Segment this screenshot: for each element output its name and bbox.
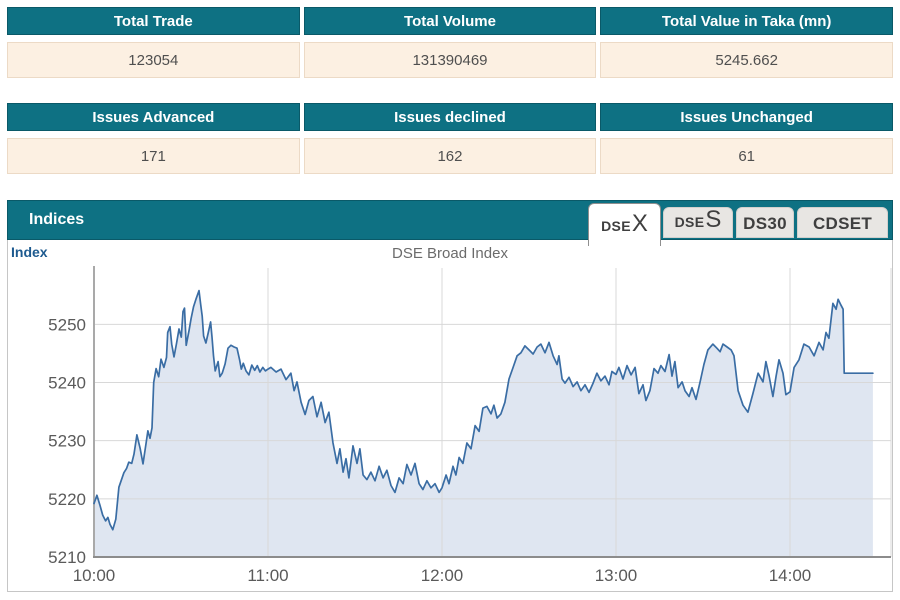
svg-text:13:00: 13:00 [595,566,638,585]
column-header: Issues declined [303,103,597,131]
indices-panel: Indices DSE X DSE S DS30 CDSET Index [7,200,893,592]
tab-ds30[interactable]: DS30 [736,207,794,238]
column-header: Issues Advanced [7,103,300,131]
svg-text:10:00: 10:00 [73,566,116,585]
chart-panel-body: Index DSE Broad Index 5210 5220 5230 5240 52… [7,240,893,592]
tab-dsex-label: DSE [601,218,631,234]
total-trade-value: 123054 [7,42,300,78]
column-header: Issues Unchanged [600,103,893,131]
column-header: Total Value in Taka (mn) [600,7,893,35]
tab-cdset-label: CDSET [812,214,873,233]
svg-text:5250: 5250 [48,315,86,334]
tab-dsex[interactable]: DSE X [588,203,661,246]
tab-cdset[interactable]: CDSET [797,207,888,238]
chart-title: DSE Broad Index [392,245,508,262]
total-volume-value: 131390469 [303,42,597,78]
issues-advanced-value: 171 [7,138,300,174]
dse-broad-index-chart: 5210 5220 5230 5240 5250 10:00 11:00 12:00 13:00… [48,266,892,585]
issues-unchanged-value: 61 [600,138,893,174]
svg-text:5220: 5220 [48,490,86,509]
column-header: Total Volume [303,7,597,35]
svg-text:5210: 5210 [48,548,86,567]
svg-text:11:00: 11:00 [247,566,288,585]
svg-text:14:00: 14:00 [769,566,812,585]
total-value-taka: 5245.662 [600,42,893,78]
tab-ds30-label: DS30 [743,214,787,233]
svg-text:5240: 5240 [48,374,86,393]
svg-text:5230: 5230 [48,432,86,451]
panel-title: Indices [29,211,85,228]
svg-text:12:00: 12:00 [421,566,464,585]
tab-dses-label: DSE [674,214,705,230]
summary-table-issues: Issues Advanced Issues declined Issues U… [7,103,893,174]
summary-table-trade: Total Trade Total Volume Total Value in … [7,7,893,78]
column-header: Total Trade [7,7,300,35]
tab-dses[interactable]: DSE S [663,206,733,238]
y-axis-title: Index [11,244,48,260]
issues-declined-value: 162 [303,138,597,174]
